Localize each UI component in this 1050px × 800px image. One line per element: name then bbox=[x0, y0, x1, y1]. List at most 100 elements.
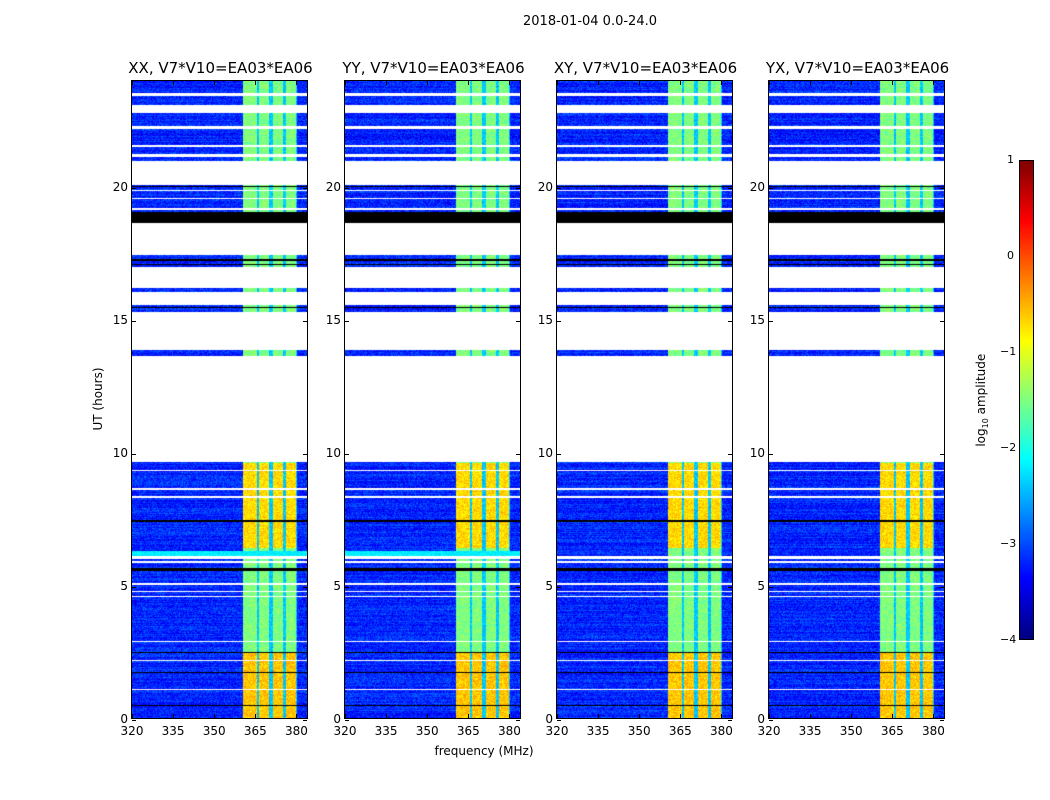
y-tick-mark bbox=[557, 720, 561, 721]
x-tick-mark bbox=[509, 81, 511, 85]
y-tick-mark bbox=[769, 720, 773, 721]
colorbar-gradient bbox=[1020, 161, 1033, 639]
y-tick-mark bbox=[516, 586, 520, 588]
y-tick-label: 20 bbox=[749, 179, 765, 194]
panel-title: YY, V7*V10=EA03*EA06 bbox=[342, 59, 525, 77]
x-tick-mark bbox=[810, 81, 812, 85]
y-tick-mark bbox=[132, 720, 136, 721]
y-tick-label: 0 bbox=[333, 712, 341, 726]
y-tick-mark bbox=[132, 320, 136, 322]
x-tick-label: 335 bbox=[161, 724, 185, 738]
y-tick-mark bbox=[345, 720, 349, 721]
x-tick-mark bbox=[296, 714, 298, 718]
x-tick-label: 320 bbox=[120, 724, 144, 738]
y-tick-mark bbox=[728, 586, 732, 588]
x-tick-mark bbox=[639, 81, 641, 85]
panel-xx: XX, V7*V10=EA03*EA06 320 335 350 365 380 0 5 10 1… bbox=[113, 59, 313, 738]
y-axis-label: UT (hours) bbox=[91, 367, 105, 431]
x-tick-mark bbox=[721, 81, 723, 85]
y-tick-mark bbox=[728, 720, 732, 721]
y-tick-mark bbox=[557, 586, 561, 588]
panel-xy: XY, V7*V10=EA03*EA06 320 335 350 365 380 0 5 10 1… bbox=[538, 59, 737, 738]
y-tick-mark bbox=[303, 720, 307, 721]
heatmap bbox=[769, 81, 944, 718]
y-tick-mark bbox=[940, 453, 944, 455]
x-tick-mark bbox=[468, 81, 470, 85]
x-tick-mark bbox=[345, 714, 346, 718]
x-tick-mark bbox=[892, 81, 894, 85]
x-tick-label: 365 bbox=[456, 724, 480, 738]
x-tick-mark bbox=[769, 714, 770, 718]
y-tick-label: 10 bbox=[749, 445, 765, 460]
colorbar-tick-label: −1 bbox=[1000, 345, 1017, 358]
x-tick-label: 350 bbox=[415, 724, 439, 738]
x-tick-mark bbox=[851, 81, 853, 85]
x-tick-mark bbox=[509, 714, 511, 718]
y-tick-mark bbox=[516, 320, 520, 322]
x-tick-label: 380 bbox=[921, 724, 945, 738]
y-tick-label: 15 bbox=[325, 312, 341, 327]
y-tick-label: 10 bbox=[537, 445, 553, 460]
y-tick-label: 0 bbox=[545, 712, 553, 726]
y-tick-label: 0 bbox=[757, 712, 765, 726]
x-tick-mark bbox=[468, 714, 470, 718]
x-tick-mark bbox=[296, 81, 298, 85]
colorbar bbox=[1019, 160, 1034, 640]
x-tick-mark bbox=[255, 714, 257, 718]
y-tick-mark bbox=[940, 720, 944, 721]
y-tick-mark bbox=[769, 187, 773, 189]
panel-title: XY, V7*V10=EA03*EA06 bbox=[553, 59, 738, 77]
x-tick-label: 350 bbox=[627, 724, 651, 738]
x-tick-mark bbox=[427, 714, 429, 718]
y-tick-label: 20 bbox=[112, 179, 128, 194]
y-tick-mark bbox=[132, 586, 136, 588]
x-tick-label: 380 bbox=[284, 724, 308, 738]
x-tick-mark bbox=[345, 81, 346, 85]
y-tick-mark bbox=[940, 586, 944, 588]
x-tick-mark bbox=[386, 81, 388, 85]
colorbar-label: log10 amplitude bbox=[973, 353, 991, 447]
y-tick-mark bbox=[516, 720, 520, 721]
colorbar-tick-label: −2 bbox=[1000, 441, 1017, 454]
y-tick-mark bbox=[557, 320, 561, 322]
y-tick-mark bbox=[940, 320, 944, 322]
y-tick-label: 5 bbox=[120, 578, 128, 593]
x-tick-label: 380 bbox=[497, 724, 521, 738]
colorbar-tick-label: −3 bbox=[1000, 537, 1017, 550]
y-tick-mark bbox=[345, 187, 349, 189]
y-tick-mark bbox=[557, 453, 561, 455]
figure-title: 2018-01-04 0.0-24.0 bbox=[523, 14, 657, 29]
y-tick-label: 10 bbox=[325, 445, 341, 460]
y-tick-mark bbox=[769, 453, 773, 455]
x-tick-mark bbox=[214, 714, 216, 718]
x-axis-label: frequency (MHz) bbox=[434, 744, 534, 758]
x-tick-mark bbox=[427, 81, 429, 85]
x-tick-label: 335 bbox=[586, 724, 610, 738]
panel-yx: YX, V7*V10=EA03*EA06 320 335 350 365 380 0 5 10 1… bbox=[750, 59, 949, 738]
x-tick-label: 365 bbox=[880, 724, 904, 738]
x-tick-mark bbox=[680, 714, 682, 718]
x-tick-mark bbox=[851, 714, 853, 718]
y-tick-mark bbox=[303, 320, 307, 322]
heatmap bbox=[345, 81, 520, 718]
y-tick-mark bbox=[345, 453, 349, 455]
x-tick-mark bbox=[557, 81, 558, 85]
x-tick-mark bbox=[680, 81, 682, 85]
y-tick-mark bbox=[303, 187, 307, 189]
y-tick-mark bbox=[557, 187, 561, 189]
x-tick-mark bbox=[173, 714, 175, 718]
x-tick-mark bbox=[769, 81, 770, 85]
heatmap bbox=[557, 81, 732, 718]
colorbar-tick-label: 0 bbox=[1007, 249, 1014, 262]
heatmap bbox=[132, 81, 307, 718]
x-tick-mark bbox=[933, 714, 935, 718]
y-tick-mark bbox=[132, 453, 136, 455]
x-tick-mark bbox=[933, 81, 935, 85]
panel-title: XX, V7*V10=EA03*EA06 bbox=[128, 59, 313, 77]
x-tick-mark bbox=[214, 81, 216, 85]
y-tick-mark bbox=[769, 320, 773, 322]
x-tick-mark bbox=[132, 714, 133, 718]
colorbar-tick-label: 1 bbox=[1007, 153, 1014, 166]
x-tick-mark bbox=[598, 714, 600, 718]
x-tick-mark bbox=[386, 714, 388, 718]
